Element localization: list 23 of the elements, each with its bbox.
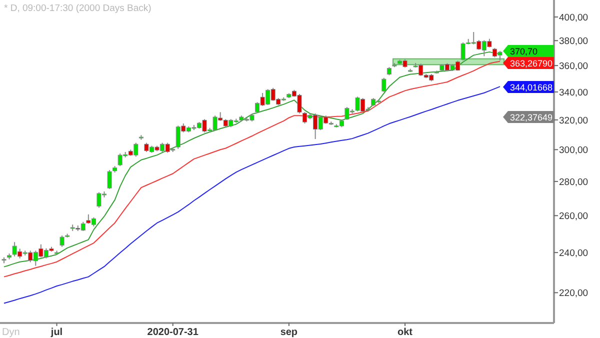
text: 322,37649 xyxy=(510,112,553,122)
y-tick-label: 320,00 xyxy=(559,115,588,126)
x-tick-label: 2020-07-31 xyxy=(147,327,199,338)
y-tick-label: 380,00 xyxy=(559,36,588,48)
text: 363,26790 xyxy=(510,58,553,68)
x-tick-label: okt xyxy=(398,327,414,338)
x-tick-label: jul xyxy=(50,327,63,338)
candlestick xyxy=(107,170,112,190)
y-tick-label: 280,00 xyxy=(559,176,588,188)
line-series xyxy=(4,86,500,304)
x-tick-label: sep xyxy=(280,327,298,338)
candlestick xyxy=(382,77,386,92)
text: Dyn xyxy=(2,327,20,338)
text: 344,01668 xyxy=(510,82,553,92)
y-tick-label: 220,00 xyxy=(559,288,588,300)
text: 370,70 xyxy=(510,46,538,56)
y-tick-label: 260,00 xyxy=(559,211,588,222)
y-tick-label: 300,00 xyxy=(559,145,588,156)
y-tick-label: 360,00 xyxy=(559,61,588,72)
chart-title: * D, 09:00-17:30 (2000 Days Back) xyxy=(4,3,152,14)
y-tick-label: 400,00 xyxy=(559,12,588,24)
y-tick-label: 340,00 xyxy=(559,87,588,98)
y-tick-label: 240,00 xyxy=(559,248,588,260)
